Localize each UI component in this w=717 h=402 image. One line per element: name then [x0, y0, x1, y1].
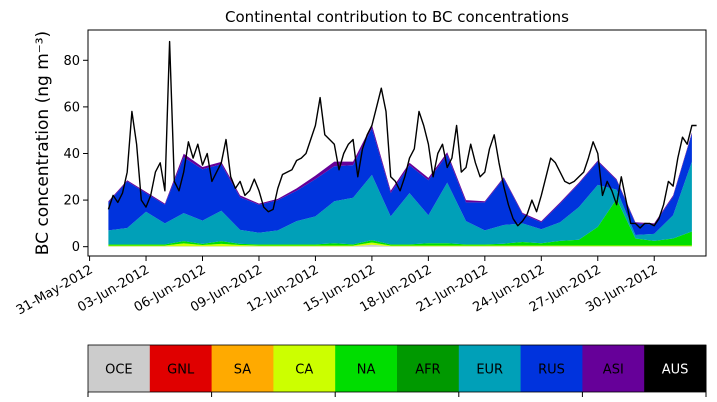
legend-frame	[87, 344, 707, 393]
legend-label: RUS	[538, 363, 565, 378]
y-tick-label: 40	[63, 147, 80, 162]
legend-item-aus: AUS	[644, 345, 707, 392]
y-axis-label: BC concentration (ng m⁻³)	[33, 31, 53, 255]
area-ca	[108, 242, 692, 247]
legend-label: SA	[234, 363, 251, 378]
stacked-areas	[108, 124, 692, 247]
legend-label: NA	[357, 363, 376, 378]
plot-frame	[87, 29, 707, 257]
y-axis: 0 20 40 60 80	[63, 54, 88, 255]
legend-label: GNL	[167, 363, 195, 378]
area-rus	[108, 128, 692, 235]
legend-item-asi: ASI	[582, 345, 645, 392]
legend-item-rus: RUS	[520, 345, 583, 392]
legend-label: EUR	[476, 363, 503, 378]
legend-swatch	[273, 345, 336, 392]
y-tick-label: 60	[63, 100, 80, 115]
legend-item-oce: OCE	[88, 345, 151, 392]
legend-label: AFR	[415, 363, 440, 378]
legend-item-gnl: GNL	[149, 345, 213, 392]
legend-label: OCE	[105, 363, 133, 378]
legend-swatch	[582, 345, 645, 392]
legend-swatch	[644, 345, 707, 392]
area-na	[108, 198, 692, 246]
legend-swatch	[88, 345, 151, 392]
legend-item-ca: CA	[273, 345, 336, 392]
legend-swatch	[458, 345, 522, 392]
total-line	[107, 40, 697, 229]
legend-swatch	[211, 345, 274, 392]
y-tick-label: 80	[63, 54, 80, 69]
legend-colorbar: OCE GNL SA CA NA AFR EUR RUS ASI AUS	[87, 344, 707, 397]
y-tick-label: 20	[63, 194, 80, 209]
legend-swatch	[335, 345, 398, 392]
legend-item-sa: SA	[211, 345, 274, 392]
area-oce	[108, 244, 692, 247]
legend-label: AUS	[662, 363, 689, 378]
legend-item-na: NA	[335, 345, 398, 392]
area-eur	[108, 161, 692, 245]
legend-item-eur: EUR	[458, 345, 522, 392]
legend-swatch	[397, 345, 460, 392]
legend-label: CA	[295, 363, 313, 378]
y-tick-label: 0	[72, 240, 80, 255]
legend-item-afr: AFR	[397, 345, 460, 392]
x-axis: 31-May-201203-Jun-201206-Jun-201209-Jun-…	[14, 256, 660, 318]
legend-swatch	[149, 345, 213, 392]
legend-swatch	[520, 345, 583, 392]
total-line-layer	[107, 40, 697, 229]
chart-title: Continental contribution to BC concentra…	[225, 8, 569, 26]
legend-label: ASI	[603, 363, 624, 378]
